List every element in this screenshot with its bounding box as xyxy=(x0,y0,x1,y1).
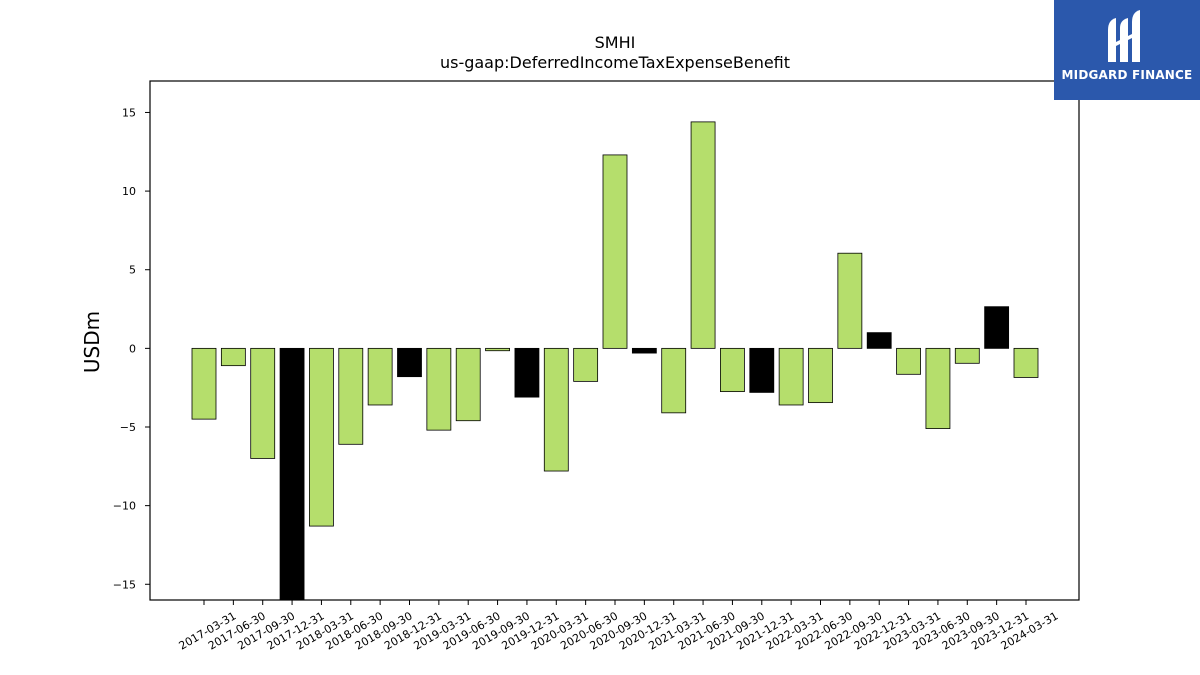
x-axis: 2017-03-312017-06-302017-09-302017-12-31… xyxy=(177,600,1061,653)
bar-2020-06-30 xyxy=(573,347,599,382)
plot-frame xyxy=(149,80,1080,601)
bar-2022-12-31 xyxy=(866,332,892,349)
bar-2021-06-30 xyxy=(690,121,716,349)
bars-group xyxy=(191,121,1039,601)
bar-2023-09-30 xyxy=(954,347,980,364)
chart-subtitle: us-gaap:DeferredIncomeTaxExpenseBenefit xyxy=(440,53,790,72)
bar-2021-03-31 xyxy=(661,347,687,414)
y-tick-label: −10 xyxy=(113,500,136,513)
bar-2017-12-31 xyxy=(279,347,305,601)
midgard-finance-logo: MIDGARD FINANCE xyxy=(1054,0,1200,100)
y-tick-label: 15 xyxy=(122,106,136,119)
bar-2023-12-31 xyxy=(984,306,1010,349)
bar-2019-09-30 xyxy=(485,347,510,352)
bar-2018-03-31 xyxy=(309,347,334,527)
y-tick-label: 0 xyxy=(129,342,136,355)
chart-title: SMHI xyxy=(595,33,636,52)
bar-2017-06-30 xyxy=(220,347,246,367)
bar-2018-12-31 xyxy=(397,347,422,378)
bar-2021-09-30 xyxy=(720,347,745,393)
bar-2017-03-31 xyxy=(191,347,217,420)
bar-2021-12-31 xyxy=(749,347,775,393)
bar-2020-03-31 xyxy=(543,347,569,472)
bar-2019-12-31 xyxy=(514,347,540,398)
bar-2022-09-30 xyxy=(837,252,863,349)
y-axis: −15 −10 −5 0 5 10 15 xyxy=(113,106,150,591)
bar-2022-06-30 xyxy=(808,347,833,404)
midgard-logo-icon xyxy=(1108,10,1140,62)
bar-2019-03-31 xyxy=(426,347,452,431)
bar-2022-03-31 xyxy=(778,347,804,406)
y-tick-label: −5 xyxy=(120,421,136,434)
bar-2018-09-30 xyxy=(367,347,393,406)
y-tick-label: 10 xyxy=(122,185,136,198)
bar-2024-03-31 xyxy=(1013,347,1039,378)
y-tick-label: 5 xyxy=(129,264,136,277)
logo-text: MIDGARD FINANCE xyxy=(1061,68,1193,82)
bar-2019-06-30 xyxy=(455,347,481,422)
bar-2023-06-30 xyxy=(925,347,951,429)
y-axis-label: USDm xyxy=(80,311,104,373)
bar-2023-03-31 xyxy=(896,347,921,375)
bar-2020-12-31 xyxy=(631,347,657,354)
bar-2020-09-30 xyxy=(602,154,628,349)
y-tick-label: −15 xyxy=(113,578,136,591)
bar-2018-06-30 xyxy=(338,347,364,445)
bar-2017-09-30 xyxy=(250,347,276,459)
